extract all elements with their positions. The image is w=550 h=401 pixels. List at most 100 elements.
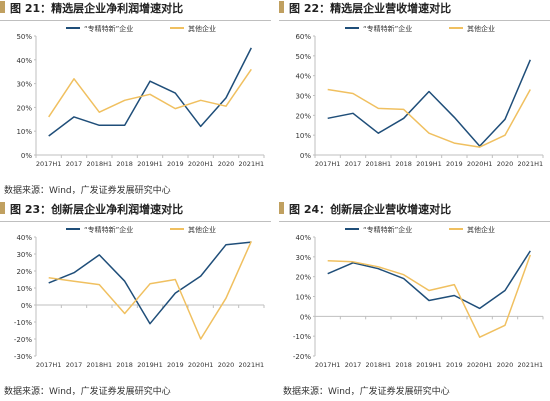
legend-label: “专精特新”企业: [363, 225, 412, 234]
chart-source: 数据来源：Wind，广发证券发展研究中心: [4, 186, 171, 196]
x-tick-label: 2018: [116, 160, 133, 168]
x-tick-label: 2019H1: [137, 160, 163, 168]
y-tick-label: 60%: [295, 33, 311, 41]
x-tick-label: 2020H1: [188, 160, 214, 168]
chart-source: 数据来源：Wind，广发证券发展研究中心: [283, 387, 450, 397]
series-line: [48, 240, 252, 340]
series-line: [327, 254, 532, 338]
y-tick-label: 0%: [300, 313, 311, 321]
y-tick-label: 20%: [295, 274, 311, 282]
chart-panel-1: 图 21：精选层企业净利润增速对比 0% 10% 20% 30% 40% 50% 2017H…: [0, 0, 271, 200]
series-line: [48, 68, 252, 118]
chart-title: 图 24：创新层企业营收增速对比: [279, 201, 550, 222]
x-tick-label: 2021H1: [239, 361, 265, 369]
y-tick-label: 10%: [16, 128, 32, 136]
y-tick-label: 40%: [295, 73, 311, 81]
x-tick-label: 2020: [218, 361, 235, 369]
legend-label: “专精特新”企业: [363, 24, 412, 33]
legend-label: “专精特新”企业: [84, 24, 133, 33]
x-tick-label: 2021H1: [518, 160, 544, 168]
x-tick-label: 2017H1: [315, 160, 341, 168]
chart-title: 图 22：精选层企业营收增速对比: [279, 0, 550, 21]
title-marker: [279, 1, 284, 13]
x-tick-label: 2017: [345, 160, 362, 168]
y-tick-label: 20%: [16, 268, 32, 276]
legend-label: 其他企业: [188, 24, 216, 33]
x-tick-label: 2017H1: [36, 361, 62, 369]
y-tick-label: 0%: [21, 152, 32, 160]
line-chart: 0% 10% 20% 30% 40% 50% 2017H1 2017 2018H1 2018 201…: [16, 24, 265, 168]
x-tick-label: 2019: [446, 160, 463, 168]
series-line: [327, 88, 531, 148]
y-tick-label: 10%: [295, 132, 311, 140]
y-tick-label: 30%: [295, 93, 311, 101]
x-tick-label: 2017H1: [315, 361, 341, 369]
x-tick-label: 2020H1: [467, 361, 493, 369]
chart-title-text: 图 21：精选层企业净利润增速对比: [10, 2, 184, 15]
chart-source: 数据来源：Wind，广发证券发展研究中心: [4, 387, 171, 397]
x-tick-label: 2018H1: [366, 361, 392, 369]
series-line: [327, 59, 531, 147]
y-tick-label: -30%: [14, 353, 32, 361]
y-tick-label: 0%: [21, 302, 32, 310]
chart-panel-3: 图 23：创新层企业净利润增速对比 -30% -20% -10% 0% 10% 20% 30…: [0, 201, 271, 401]
x-tick-label: 2021H1: [518, 361, 544, 369]
x-tick-label: 2019H1: [137, 361, 163, 369]
x-tick-label: 2020H1: [188, 361, 214, 369]
y-tick-label: 20%: [295, 112, 311, 120]
y-tick-label: 10%: [295, 294, 311, 302]
y-tick-label: 30%: [16, 251, 32, 259]
y-tick-label: -20%: [293, 353, 311, 361]
y-tick-label: 50%: [16, 33, 32, 41]
y-tick-label: -10%: [14, 319, 32, 327]
x-tick-label: 2020H1: [467, 160, 493, 168]
y-tick-label: -10%: [293, 333, 311, 341]
y-tick-label: 10%: [16, 285, 32, 293]
series-line: [48, 241, 252, 325]
line-chart: -20%-10%0%10%20%30%40%2017H1 2017 2018H1 20…: [293, 225, 544, 369]
x-tick-label: 2018H1: [87, 361, 113, 369]
chart-title: 图 23：创新层企业净利润增速对比: [0, 201, 271, 222]
x-tick-label: 2018H1: [366, 160, 392, 168]
x-tick-label: 2017: [345, 361, 362, 369]
title-marker: [279, 202, 284, 214]
x-tick-label: 2021H1: [239, 160, 265, 168]
legend-label: 其他企业: [467, 24, 495, 33]
x-tick-label: 2018: [395, 160, 412, 168]
chart-panel-2: 图 22：精选层企业营收增速对比 0% 10% 20% 30% 40% 50% 60% 201…: [279, 0, 550, 200]
y-tick-label: 40%: [16, 234, 32, 242]
y-tick-label: 50%: [295, 53, 311, 61]
x-tick-label: 2019: [167, 361, 184, 369]
x-tick-label: 2019: [167, 160, 184, 168]
x-tick-label: 2017: [66, 160, 83, 168]
x-tick-label: 2017H1: [36, 160, 62, 168]
line-chart: 0% 10% 20% 30% 40% 50% 60% 2017H1 2017 2018H1 2018…: [295, 24, 544, 168]
legend-label: 其他企业: [467, 225, 495, 234]
x-tick-label: 2020: [497, 160, 514, 168]
legend-label: “专精特新”企业: [84, 225, 133, 234]
line-chart: -30% -20% -10% 0% 10% 20% 30% 40% 2017H1 2017 2018…: [14, 225, 265, 369]
x-tick-label: 2019H1: [416, 361, 442, 369]
chart-title: 图 21：精选层企业净利润增速对比: [0, 0, 271, 21]
x-tick-label: 2017: [66, 361, 83, 369]
x-tick-label: 2018: [395, 361, 412, 369]
x-tick-label: 2020: [218, 160, 235, 168]
y-tick-label: 30%: [295, 254, 311, 262]
title-marker: [0, 202, 5, 214]
x-tick-label: 2019: [446, 361, 463, 369]
y-tick-label: 40%: [16, 57, 32, 65]
series-line: [48, 47, 252, 137]
y-tick-label: 40%: [295, 234, 311, 242]
chart-title-text: 图 22：精选层企业营收增速对比: [289, 2, 452, 15]
x-tick-label: 2018: [116, 361, 133, 369]
y-tick-label: 30%: [16, 81, 32, 89]
x-tick-label: 2019H1: [416, 160, 442, 168]
x-tick-label: 2020: [497, 361, 514, 369]
legend-label: 其他企业: [188, 225, 216, 234]
chart-title-text: 图 23：创新层企业净利润增速对比: [10, 203, 184, 216]
x-tick-label: 2018H1: [87, 160, 113, 168]
series-line: [327, 250, 531, 310]
y-tick-label: 0%: [300, 152, 311, 160]
chart-panel-4: 图 24：创新层企业营收增速对比 -20% -10% 0% 10% 20% 30% 40% 2…: [279, 201, 550, 401]
y-tick-label: -20%: [14, 336, 32, 344]
